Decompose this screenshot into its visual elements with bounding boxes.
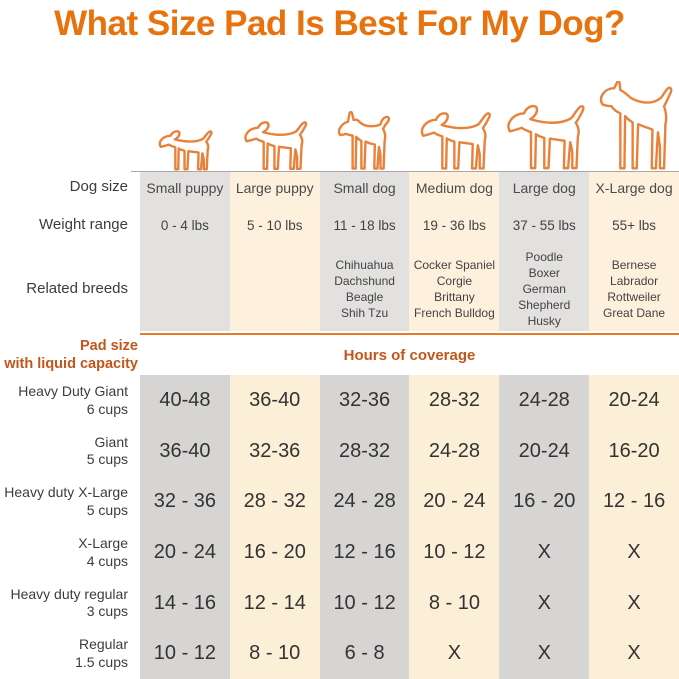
coverage-value: X — [537, 591, 551, 614]
pad-row-label: Heavy duty regular 3 cups — [10, 585, 128, 620]
coverage-value: 24-28 — [428, 439, 480, 462]
related-breeds-row: Related breeds Chihuahua Dachshund Beagl… — [0, 247, 679, 331]
weight-value: 19 - 36 lbs — [422, 217, 486, 233]
breeds-cell: Poodle Boxer German Shepherd Husky — [518, 249, 571, 329]
coverage-value: 12 - 16 — [602, 490, 666, 512]
weight-value: 0 - 4 lbs — [160, 217, 209, 233]
dog-size-row: Dog size Small puppy Large puppy Small d… — [0, 172, 679, 203]
coverage-value: 14 - 16 — [153, 591, 217, 614]
coverage-value: 8 - 10 — [249, 642, 301, 664]
coverage-value: 24-28 — [518, 389, 570, 411]
coverage-value: 20-24 — [608, 389, 660, 411]
related-breeds-label: Related breeds — [26, 279, 128, 297]
coverage-value: 6 - 8 — [344, 642, 385, 664]
pad-row-heavy-duty-regular: Heavy duty regular 3 cups 14 - 16 12 - 1… — [0, 578, 679, 628]
breeds-cell: Bernese Labrador Rottweiler Great Dane — [603, 257, 666, 321]
x-large-dog-icon — [593, 81, 675, 171]
medium-dog-icon — [417, 107, 493, 171]
column-header: Large dog — [512, 179, 576, 196]
pad-row-heavy-duty-x-large: Heavy duty X-Large 5 cups 32 - 36 28 - 3… — [0, 476, 679, 527]
coverage-value: 20-24 — [518, 439, 570, 462]
large-puppy-dog-icon — [241, 117, 309, 171]
dog-size-label: Dog size — [69, 178, 128, 196]
coverage-value: 10 - 12 — [333, 591, 396, 614]
column-header: Medium dog — [415, 179, 493, 196]
coverage-value: 36-40 — [159, 439, 211, 462]
breeds-cell: Chihuahua Dachshund Beagle Shih Tzu — [334, 257, 395, 321]
weight-range-label: Weight range — [39, 215, 128, 233]
coverage-value: 32-36 — [339, 389, 391, 411]
small-puppy-dog-icon — [156, 127, 214, 171]
coverage-value: 10 - 12 — [423, 541, 486, 563]
coverage-value: 8 - 10 — [428, 591, 480, 614]
section-divider — [140, 333, 679, 335]
coverage-value: X — [537, 642, 551, 664]
coverage-value: 20 - 24 — [423, 490, 486, 512]
breeds-cell: Cocker Spaniel Corgie Brittany French Bu… — [413, 257, 496, 321]
large-dog-icon — [503, 99, 587, 171]
coverage-value: 32-36 — [249, 439, 301, 462]
coverage-value: 12 - 14 — [243, 591, 306, 614]
column-stripes-bottom — [140, 375, 679, 679]
pad-row-label: Regular 1.5 cups — [75, 636, 128, 670]
coverage-value: 36-40 — [249, 389, 301, 411]
pad-row-regular: Regular 1.5 cups 10 - 12 8 - 10 6 - 8 X … — [0, 628, 679, 679]
pad-row-x-large: X-Large 4 cups 20 - 24 16 - 20 12 - 16 1… — [0, 527, 679, 578]
coverage-value: 10 - 12 — [153, 642, 217, 664]
ground-divider — [131, 171, 679, 172]
coverage-value: 40-48 — [159, 389, 211, 411]
column-header: Large puppy — [235, 179, 314, 196]
coverage-value: 12 - 16 — [333, 541, 396, 563]
column-header: Small dog — [333, 179, 396, 196]
coverage-value: X — [627, 642, 641, 664]
coverage-value: 28-32 — [428, 389, 480, 411]
column-header: X-Large dog — [595, 179, 673, 196]
weight-value: 11 - 18 lbs — [333, 217, 396, 233]
coverage-value: 16-20 — [608, 439, 660, 462]
pad-row-heavy-duty-giant: Heavy Duty Giant 6 cups 40-48 36-40 32-3… — [0, 375, 679, 426]
coverage-value: 16 - 20 — [513, 490, 576, 512]
coverage-value: X — [447, 642, 462, 664]
weight-value: 37 - 55 lbs — [512, 217, 576, 233]
hours-of-coverage-header: Hours of coverage — [343, 347, 476, 364]
page-title: What Size Pad Is Best For My Dog? — [54, 4, 625, 43]
pad-row-label: Giant 5 cups — [86, 433, 128, 468]
coverage-value: 28 - 32 — [243, 490, 306, 512]
coverage-value: 20 - 24 — [153, 541, 217, 563]
pad-size-section-label: Pad size with liquid capacity — [4, 338, 138, 373]
pad-row-label: Heavy duty X-Large 5 cups — [4, 484, 128, 518]
weight-value: 55+ lbs — [612, 217, 657, 233]
pad-row-label: X-Large 4 cups — [78, 535, 128, 569]
weight-range-row: Weight range 0 - 4 lbs 5 - 10 lbs 11 - 1… — [0, 203, 679, 247]
coverage-value: 24 - 28 — [333, 490, 396, 512]
pad-row-label: Heavy Duty Giant 6 cups — [18, 383, 128, 417]
coverage-value: 28-32 — [339, 439, 391, 462]
small-dog-icon — [334, 111, 396, 171]
column-stripes-top — [140, 172, 679, 331]
column-header: Small puppy — [146, 179, 224, 196]
coverage-value: X — [627, 591, 641, 614]
weight-value: 5 - 10 lbs — [246, 217, 303, 233]
pad-row-giant: Giant 5 cups 36-40 32-36 28-32 24-28 20-… — [0, 426, 679, 476]
coverage-value: 16 - 20 — [243, 541, 306, 563]
coverage-value: X — [627, 541, 641, 563]
coverage-value: X — [537, 541, 551, 563]
coverage-value: 32 - 36 — [153, 490, 217, 512]
